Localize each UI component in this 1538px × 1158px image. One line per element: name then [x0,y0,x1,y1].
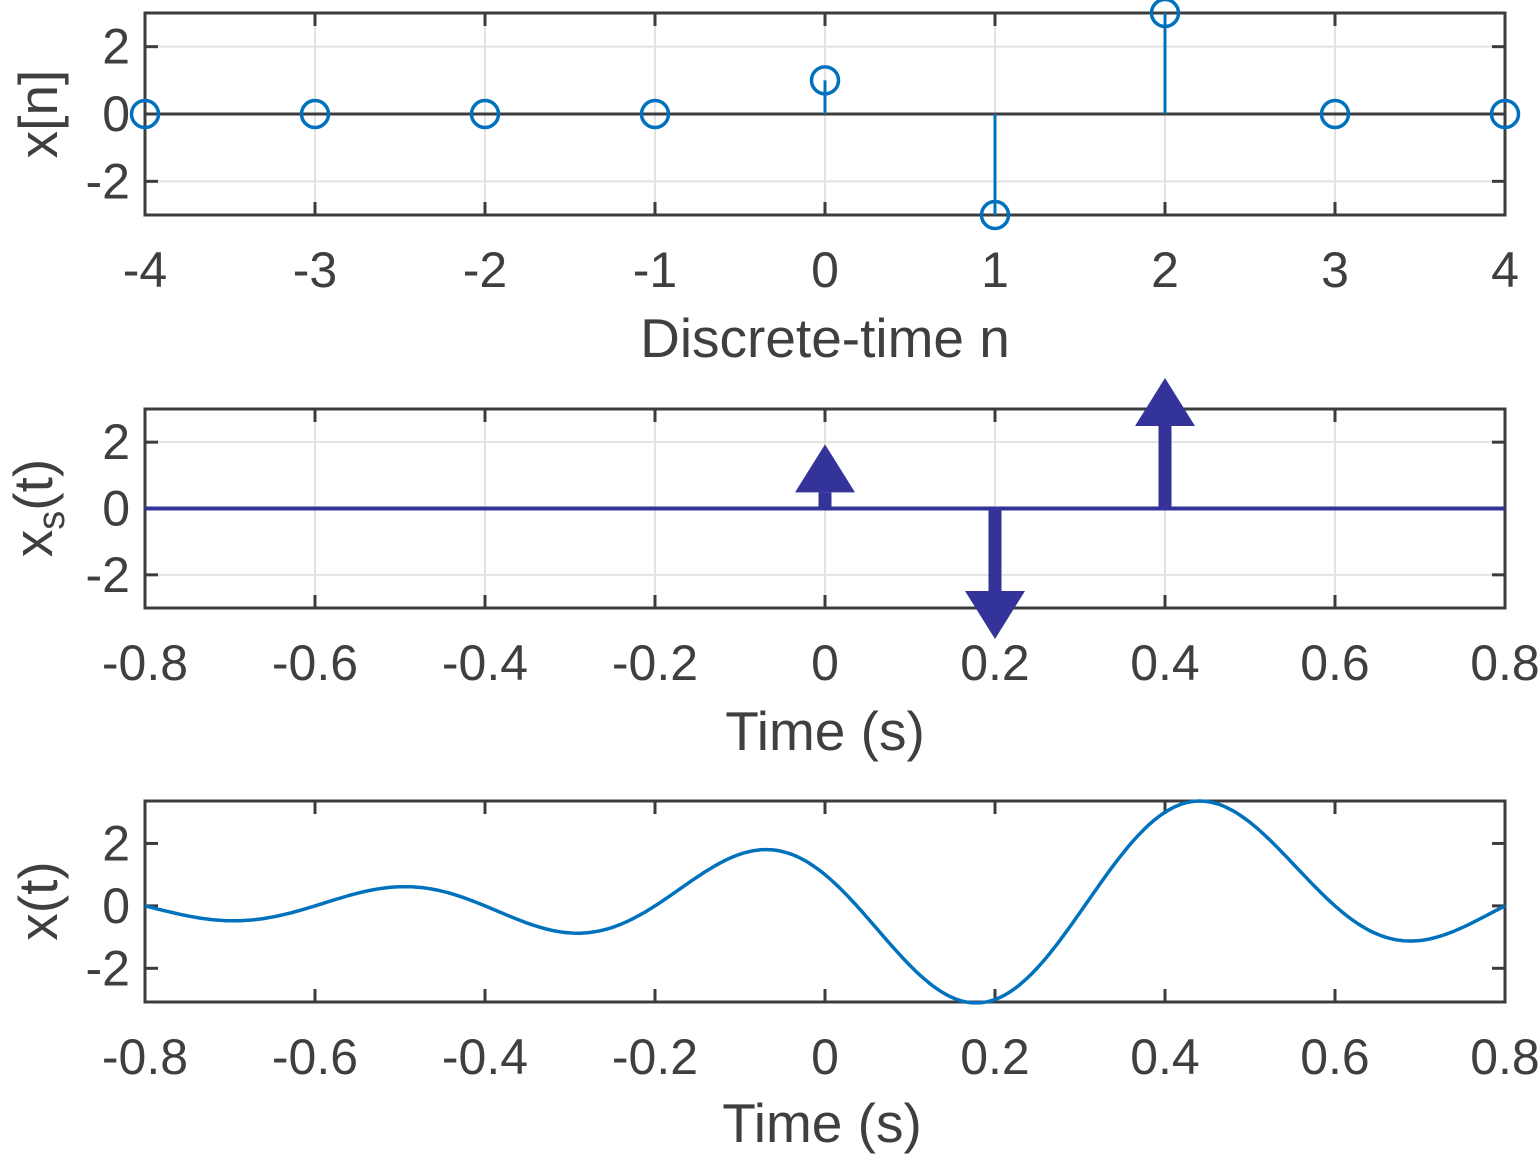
impulse-shaft [988,508,1002,591]
x-tick-label: 2 [1151,242,1179,298]
stem-marker [1149,0,1181,29]
x-tick-label: 4 [1491,242,1519,298]
x-tick-label: -0.2 [612,1029,698,1085]
x-tick-label: 1 [981,242,1009,298]
ylabel-xst-rest: (t) [2,459,64,511]
x-tick-label: 0.2 [960,635,1030,691]
impulse-shaft [818,492,832,509]
impulse-arrowhead [795,444,855,493]
y-tick-label: 0 [102,878,130,934]
x-tick-label: 0 [811,242,839,298]
stem-marker [639,98,671,130]
ylabel-xst-base: x [2,530,64,558]
axes-box [143,799,1507,1004]
x-tick-label: 0.8 [1470,635,1538,691]
x-tick-label: 0 [811,635,839,691]
plot-impulse-train: -0.8 -0.6 -0.4 -0.2 0 0.2 0.4 0.6 0.8 -2 0 2 [86,378,1538,691]
plot-reconstructed-signal: -0.8 -0.6 -0.4 -0.2 0 0.2 0.4 0.6 0.8 -2 0 2 [86,799,1538,1085]
x-tick-label: -0.4 [442,1029,528,1085]
y-tick-label: -2 [86,547,130,603]
x-tick-label: -2 [463,242,507,298]
ylabel-xst: xs(t) [2,459,73,557]
stem-marker [129,98,161,130]
x-tick-label: 0.8 [1470,1029,1538,1085]
y-tick-label: -2 [86,153,130,209]
stem-marker [979,199,1011,231]
x-tick-label: -0.8 [102,635,188,691]
impulse-arrowhead [965,591,1025,639]
impulse-shaft [1158,426,1172,509]
x-tick-label: 3 [1321,242,1349,298]
x-tick-label: 0.4 [1130,1029,1200,1085]
signal-curve [144,799,1506,1005]
x-tick-label: -0.6 [272,635,358,691]
stem-marker [1319,98,1351,130]
x-tick-label: 0.6 [1300,635,1370,691]
xlabel-discrete-time: Discrete-time n [640,307,1010,369]
x-tick-label: -1 [633,242,677,298]
stem-marker [1489,98,1521,130]
x-tick-label: 0 [811,1029,839,1085]
plot-discrete-stem: -4 -3 -2 -1 0 1 2 3 4 -2 0 2 [86,0,1521,298]
impulse-arrowhead [1135,378,1195,426]
y-tick-label: 2 [102,815,130,871]
y-tick-label: 2 [102,19,130,75]
y-tick-label: 0 [102,86,130,142]
xlabel-time-middle: Time (s) [725,700,925,762]
y-tick-label: 2 [102,414,130,470]
x-tick-label: -3 [293,242,337,298]
x-tick-label: 0.6 [1300,1029,1370,1085]
x-tick-label: -4 [123,242,167,298]
x-tick-label: -0.4 [442,635,528,691]
stem-marker [809,65,841,96]
stem-marker [469,98,501,130]
x-tick-label: -0.6 [272,1029,358,1085]
ylabel-xst-subscript: s [31,511,73,530]
x-tick-label: -0.8 [102,1029,188,1085]
y-tick-label: -2 [86,940,130,996]
x-tick-label: 0.2 [960,1029,1030,1085]
ylabel-xt: x(t) [7,861,69,940]
x-tick-label: 0.4 [1130,635,1200,691]
stem-marker [299,98,331,130]
xlabel-time-bottom: Time (s) [722,1092,922,1154]
x-tick-label: -0.2 [612,635,698,691]
ylabel-xn: x[n] [7,70,69,159]
y-tick-label: 0 [102,481,130,537]
